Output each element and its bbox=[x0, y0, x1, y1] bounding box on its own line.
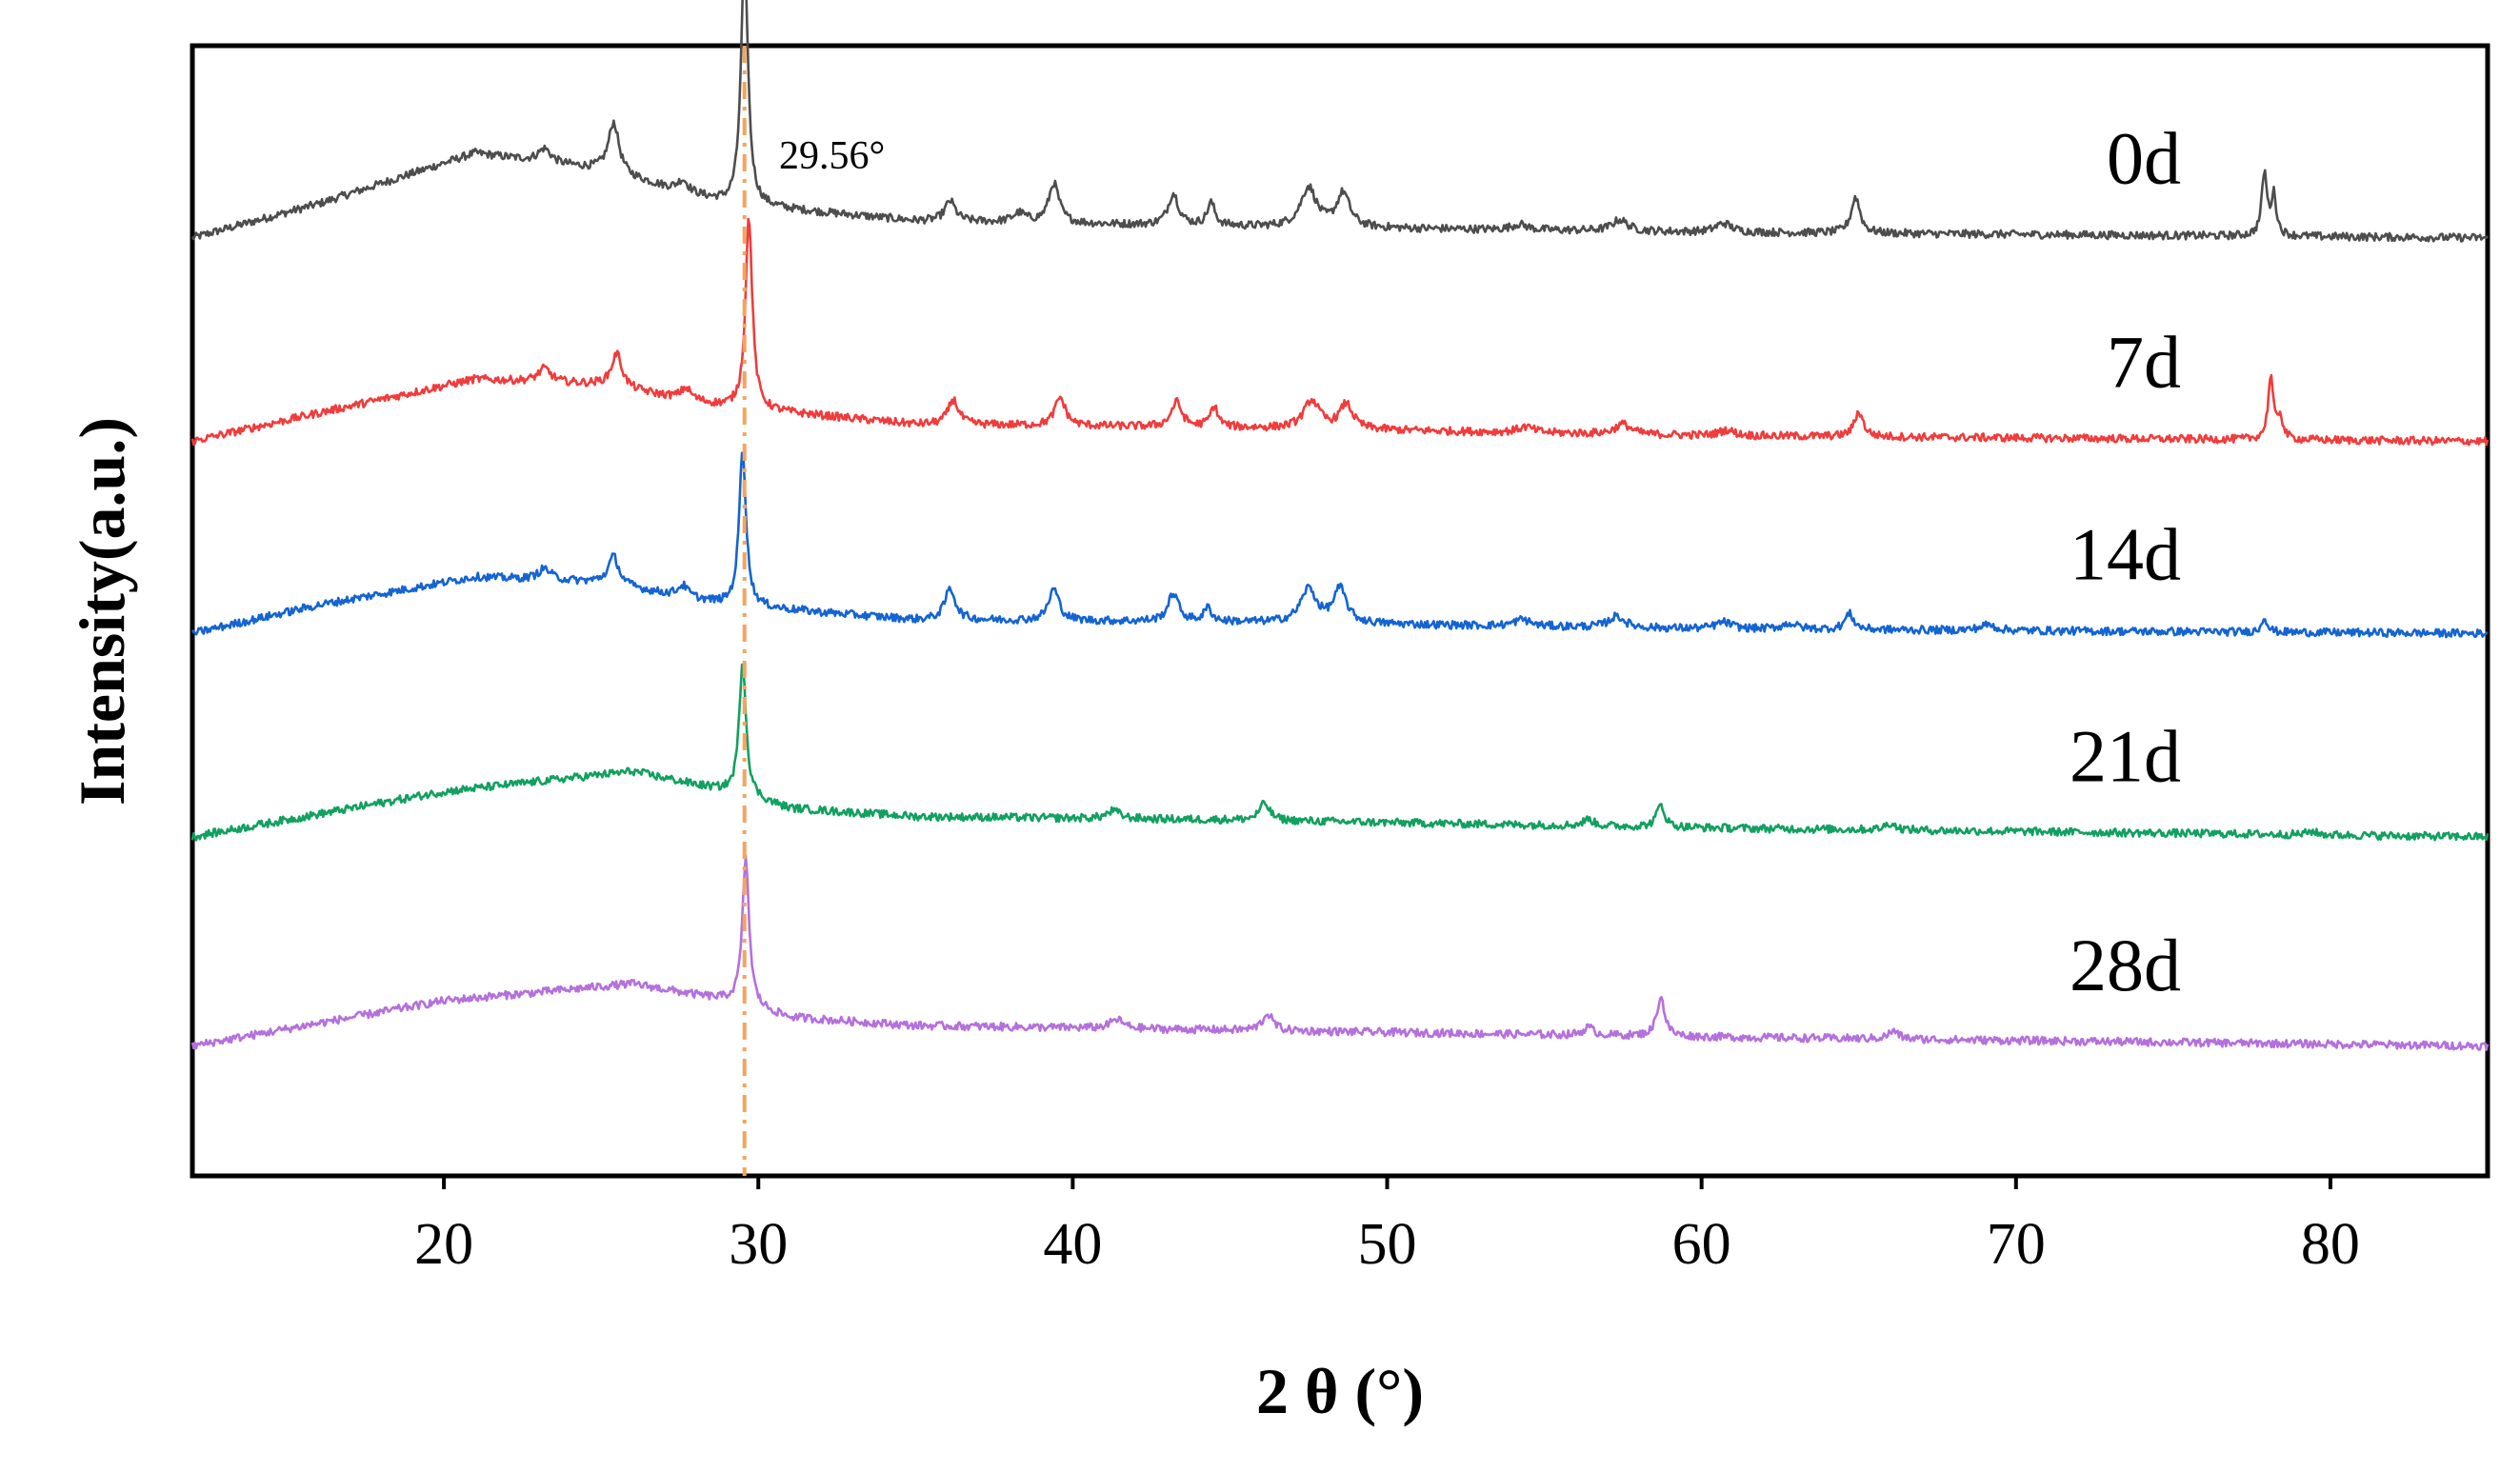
x-tick-label-30: 30 bbox=[729, 1212, 788, 1277]
x-tick-label-70: 70 bbox=[1987, 1212, 2046, 1277]
x-axis-title: 2 θ (°) bbox=[1256, 1355, 1424, 1427]
series-label-28d: 28d bbox=[2070, 924, 2181, 1006]
series-label-0d: 0d bbox=[2107, 117, 2181, 200]
series-labels: 0d 7d 14d 21d 28d bbox=[2070, 117, 2181, 1006]
series-line-7d bbox=[190, 217, 2490, 447]
x-axis-ticks: 20 30 40 50 60 70 80 bbox=[414, 1176, 2360, 1277]
series-label-14d: 14d bbox=[2070, 513, 2181, 596]
x-tick-label-60: 60 bbox=[1672, 1212, 1731, 1277]
plot-frame bbox=[190, 43, 2490, 1179]
y-axis-title: Intensity(a.u.) bbox=[66, 417, 138, 806]
x-tick-label-50: 50 bbox=[1358, 1212, 1417, 1277]
reference-line-label: 29.56° bbox=[779, 134, 885, 178]
series-line-21d bbox=[190, 663, 2490, 842]
x-tick-label-20: 20 bbox=[414, 1212, 473, 1277]
series-label-21d: 21d bbox=[2070, 715, 2181, 798]
series-line-28d bbox=[190, 854, 2490, 1051]
x-tick-label-40: 40 bbox=[1043, 1212, 1102, 1277]
series-label-7d: 7d bbox=[2107, 320, 2181, 403]
x-tick-label-80: 80 bbox=[2301, 1212, 2360, 1277]
plot-area bbox=[190, 0, 2490, 1176]
series-line-14d bbox=[190, 451, 2489, 639]
series-line-0d bbox=[190, 0, 2490, 243]
